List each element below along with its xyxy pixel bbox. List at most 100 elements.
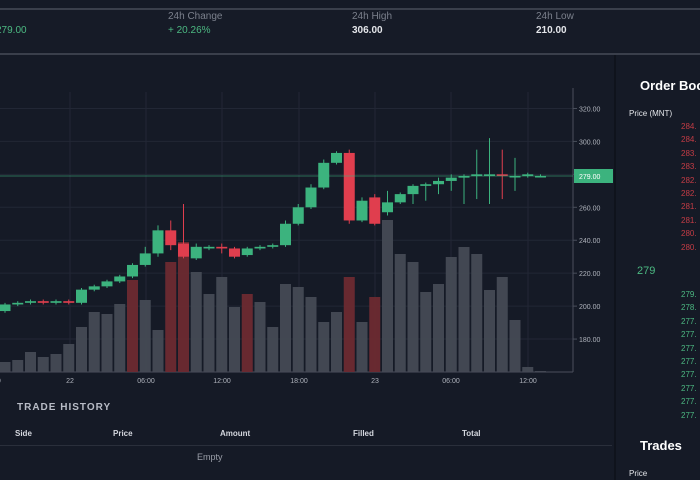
bid-price[interactable]: 277. xyxy=(681,370,697,380)
candle-body xyxy=(254,246,266,249)
volume-bar xyxy=(254,302,266,372)
volume-bar xyxy=(280,284,291,372)
candle-body xyxy=(190,246,202,259)
candle-body xyxy=(127,264,138,277)
candle-body xyxy=(63,301,75,303)
volume-bar xyxy=(331,312,342,372)
candle-body xyxy=(165,230,177,246)
candle-body xyxy=(535,176,546,178)
volume-bar xyxy=(216,277,228,372)
ask-price[interactable]: 280. xyxy=(681,229,697,239)
y-tick-label: 240.00 xyxy=(579,238,601,245)
volume-bar xyxy=(63,344,75,372)
x-tick-label: 18:00 xyxy=(0,378,1,385)
x-tick-label: 06:00 xyxy=(442,378,460,385)
ask-price[interactable]: 284. xyxy=(681,135,697,145)
change-label: 24h Change xyxy=(168,11,223,22)
candle-body xyxy=(445,177,457,181)
volume-bar xyxy=(509,320,521,372)
candle-body xyxy=(292,207,304,224)
bid-price[interactable]: 277. xyxy=(681,410,697,420)
candle-body xyxy=(369,197,381,224)
volume-bar xyxy=(37,357,49,372)
bid-price[interactable]: 277. xyxy=(681,343,697,353)
low-value: 210.00 xyxy=(536,25,567,36)
candle-body xyxy=(139,253,151,265)
candle-body xyxy=(25,301,36,303)
y-tick-label: 320.00 xyxy=(579,106,601,113)
candle-body xyxy=(484,174,495,176)
trade-history-empty: Empty xyxy=(197,452,223,462)
bid-price[interactable]: 277. xyxy=(681,397,697,407)
candle-body xyxy=(12,302,24,305)
current-price-tag xyxy=(574,169,613,183)
volume-bar xyxy=(292,287,304,372)
candle-body xyxy=(331,152,342,163)
candle-body xyxy=(394,194,406,203)
volume-bar xyxy=(152,330,164,372)
candle-body xyxy=(509,176,521,178)
y-tick-label: 200.00 xyxy=(579,304,601,311)
volume-bar xyxy=(458,247,470,372)
volume-bar xyxy=(127,280,138,372)
bid-price[interactable]: 277. xyxy=(681,316,697,326)
volume-bar xyxy=(356,322,368,372)
x-tick-label: 12:00 xyxy=(213,378,231,385)
ask-price[interactable]: 283. xyxy=(681,162,697,172)
candle-body xyxy=(216,246,228,249)
bid-price[interactable]: 279. xyxy=(681,290,697,299)
y-tick-label: 300.00 xyxy=(579,139,601,146)
ask-price[interactable]: 281. xyxy=(681,215,697,225)
ask-price[interactable]: 282. xyxy=(681,189,697,198)
change-value: + 20.26% xyxy=(168,25,211,36)
col-amount: Amount xyxy=(220,429,251,438)
candle-body xyxy=(241,248,253,256)
header-divider xyxy=(0,53,700,55)
trades-title: Trades xyxy=(640,438,682,453)
candle-body xyxy=(382,202,393,213)
volume-bar xyxy=(88,312,100,372)
candle-body xyxy=(407,185,419,195)
volume-bar xyxy=(305,297,317,372)
bid-price[interactable]: 278. xyxy=(681,303,697,313)
candle-body xyxy=(496,174,508,176)
price-chart[interactable]: 320.00300.00280.00260.00240.00220.00200.… xyxy=(0,88,614,390)
high-value: 306.00 xyxy=(352,25,383,36)
ask-price[interactable]: 280. xyxy=(681,242,697,252)
x-tick-label: 22 xyxy=(66,378,74,385)
volume-bar xyxy=(535,371,546,372)
candle-body xyxy=(152,230,164,254)
col-filled: Filled xyxy=(353,429,374,438)
ticker-stats-bar: 279.00 24h Change + 20.26% 24h High 306.… xyxy=(0,10,700,52)
top-border xyxy=(0,8,700,10)
trades-price-header: Price xyxy=(629,469,648,478)
volume-bar xyxy=(25,352,36,372)
last-price-value: 279.00 xyxy=(0,25,27,36)
volume-bar xyxy=(190,272,202,372)
ask-price[interactable]: 284. xyxy=(681,122,697,131)
candle-body xyxy=(76,289,87,303)
bid-price[interactable]: 277. xyxy=(681,330,697,340)
ask-price[interactable]: 281. xyxy=(681,202,697,212)
volume-bar xyxy=(496,277,508,372)
ask-price[interactable]: 283. xyxy=(681,148,697,158)
x-tick-label: 12:00 xyxy=(519,378,537,385)
volume-bar xyxy=(407,262,419,372)
volume-bar xyxy=(241,294,253,372)
candlestick-chart-svg[interactable]: 320.00300.00280.00260.00240.00220.00200.… xyxy=(0,88,614,390)
volume-bar xyxy=(12,360,24,372)
bid-price[interactable]: 277. xyxy=(681,357,697,366)
candle-body xyxy=(318,162,330,188)
col-side: Side xyxy=(15,429,32,438)
trade-history-divider xyxy=(0,445,612,446)
bid-price[interactable]: 277. xyxy=(681,383,697,393)
candle-body xyxy=(50,301,62,303)
y-tick-label: 220.00 xyxy=(579,271,601,278)
volume-bar xyxy=(0,362,11,372)
low-label: 24h Low xyxy=(536,11,574,22)
volume-bar xyxy=(484,290,495,372)
order-book-mid-price: 279 xyxy=(637,265,656,277)
ask-price[interactable]: 282. xyxy=(681,175,697,185)
volume-bar xyxy=(165,262,177,372)
volume-bar xyxy=(445,257,457,372)
